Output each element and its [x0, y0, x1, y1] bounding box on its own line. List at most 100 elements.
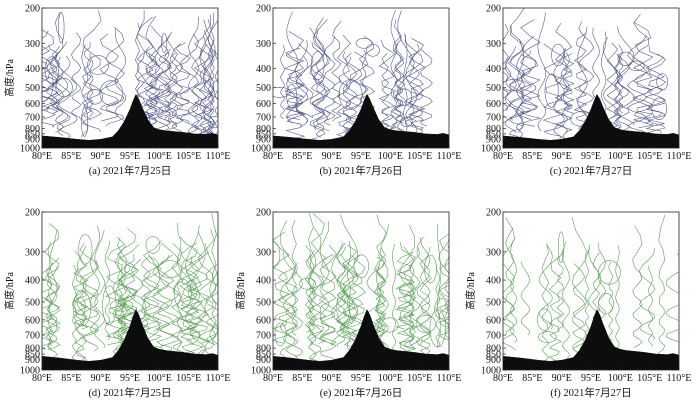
contour-line [340, 253, 359, 340]
contour-loop [536, 308, 553, 331]
contour-line [203, 19, 216, 143]
contour-line [310, 213, 327, 344]
contour-loop [44, 56, 59, 85]
y-tick-label: 500 [486, 83, 501, 94]
contour-line [374, 247, 386, 355]
contour-line [608, 261, 614, 341]
x-tick-label: 105°E [176, 373, 201, 384]
contour-line [46, 54, 58, 111]
contour-line [117, 255, 123, 343]
y-axis-label: 高度/hPa [234, 272, 247, 310]
contour-line [318, 244, 337, 362]
contour-loop [415, 314, 437, 334]
x-tick-label: 90°E [552, 151, 572, 162]
contour-line [99, 33, 120, 122]
x-tick-label: 105°E [407, 373, 432, 384]
contour-loop [310, 51, 325, 81]
contour-line [279, 220, 296, 365]
contour-line [149, 25, 164, 114]
contour-line [191, 49, 203, 141]
x-tick-label: 110°E [667, 151, 692, 162]
contour-loop [628, 60, 645, 72]
contour-line [520, 261, 530, 336]
contour-line [409, 43, 420, 122]
contour-line [394, 43, 404, 124]
x-tick-label: 85°E [522, 151, 542, 162]
x-tick-label: 105°E [637, 373, 662, 384]
panel-caption: (a) 2021年7月25日 [89, 164, 172, 177]
y-tick-label: 300 [486, 39, 501, 50]
contour-line [409, 264, 415, 350]
contour-lines [42, 9, 218, 144]
contour-line [331, 21, 342, 122]
x-tick-label: 95°E [351, 373, 371, 384]
y-tick-label: 500 [486, 297, 501, 308]
contour-loop [99, 80, 124, 106]
contour-line [209, 40, 215, 119]
y-tick-label: 800 [256, 344, 271, 355]
y-axis-label: 高度/hPa [3, 272, 16, 310]
contour-line [76, 245, 87, 364]
x-tick-label: 100°E [147, 373, 172, 384]
y-tick-label: 850 [486, 129, 501, 140]
contour-line [44, 223, 61, 332]
contour-loop [87, 89, 103, 105]
contour-line [136, 16, 155, 127]
y-tick-label: 850 [25, 129, 40, 140]
contour-line [542, 43, 565, 140]
contour-line [438, 236, 449, 331]
contour-line [143, 240, 162, 348]
contour-line [184, 248, 204, 363]
contour-line [415, 236, 431, 358]
contour-loop [161, 32, 168, 53]
y-tick-label: 900 [256, 134, 271, 145]
contour-line [214, 50, 218, 136]
y-tick-label: 200 [486, 208, 501, 219]
y-tick-label: 800 [256, 124, 271, 135]
contour-loop [286, 83, 298, 109]
y-tick-label: 400 [486, 64, 501, 75]
contour-line [548, 255, 562, 364]
contour-line [70, 32, 82, 120]
contour-line [170, 242, 184, 358]
y-tick-label: 500 [256, 297, 271, 308]
x-tick-label: 110°E [667, 373, 692, 384]
contour-line [175, 42, 191, 123]
contour-line [505, 55, 512, 111]
contour-line [509, 237, 518, 343]
contour-line [45, 257, 61, 351]
contour-loop [173, 278, 192, 310]
y-tick-label: 800 [486, 124, 501, 135]
x-tick-label: 90°E [91, 151, 111, 162]
contour-line [81, 10, 102, 133]
x-tick-label: 85°E [61, 151, 81, 162]
contour-line [79, 243, 100, 339]
contour-loop [273, 86, 291, 98]
y-axis-label: 高度/hPa [464, 272, 477, 310]
contour-line [515, 54, 523, 143]
contour-line [647, 53, 667, 136]
contour-line [197, 229, 215, 358]
y-tick-label: 500 [25, 83, 40, 94]
contour-line [381, 53, 390, 129]
x-tick-label: 85°E [292, 151, 312, 162]
contour-loop [274, 322, 287, 347]
contour-line [436, 223, 442, 347]
x-tick-label: 110°E [206, 151, 231, 162]
contour-line [209, 230, 218, 346]
y-tick-label: 850 [486, 350, 501, 361]
contour-line [562, 48, 568, 141]
contour-line [286, 11, 299, 124]
contour-line [169, 52, 178, 126]
y-tick-label: 800 [486, 344, 501, 355]
terrain-silhouette [273, 308, 449, 370]
contour-line [282, 251, 304, 358]
contour-line [176, 222, 182, 351]
panel-caption: (e) 2021年7月26日 [320, 386, 403, 399]
contour-line [584, 249, 590, 340]
y-tick-label: 850 [256, 350, 271, 361]
contour-line [600, 31, 607, 112]
